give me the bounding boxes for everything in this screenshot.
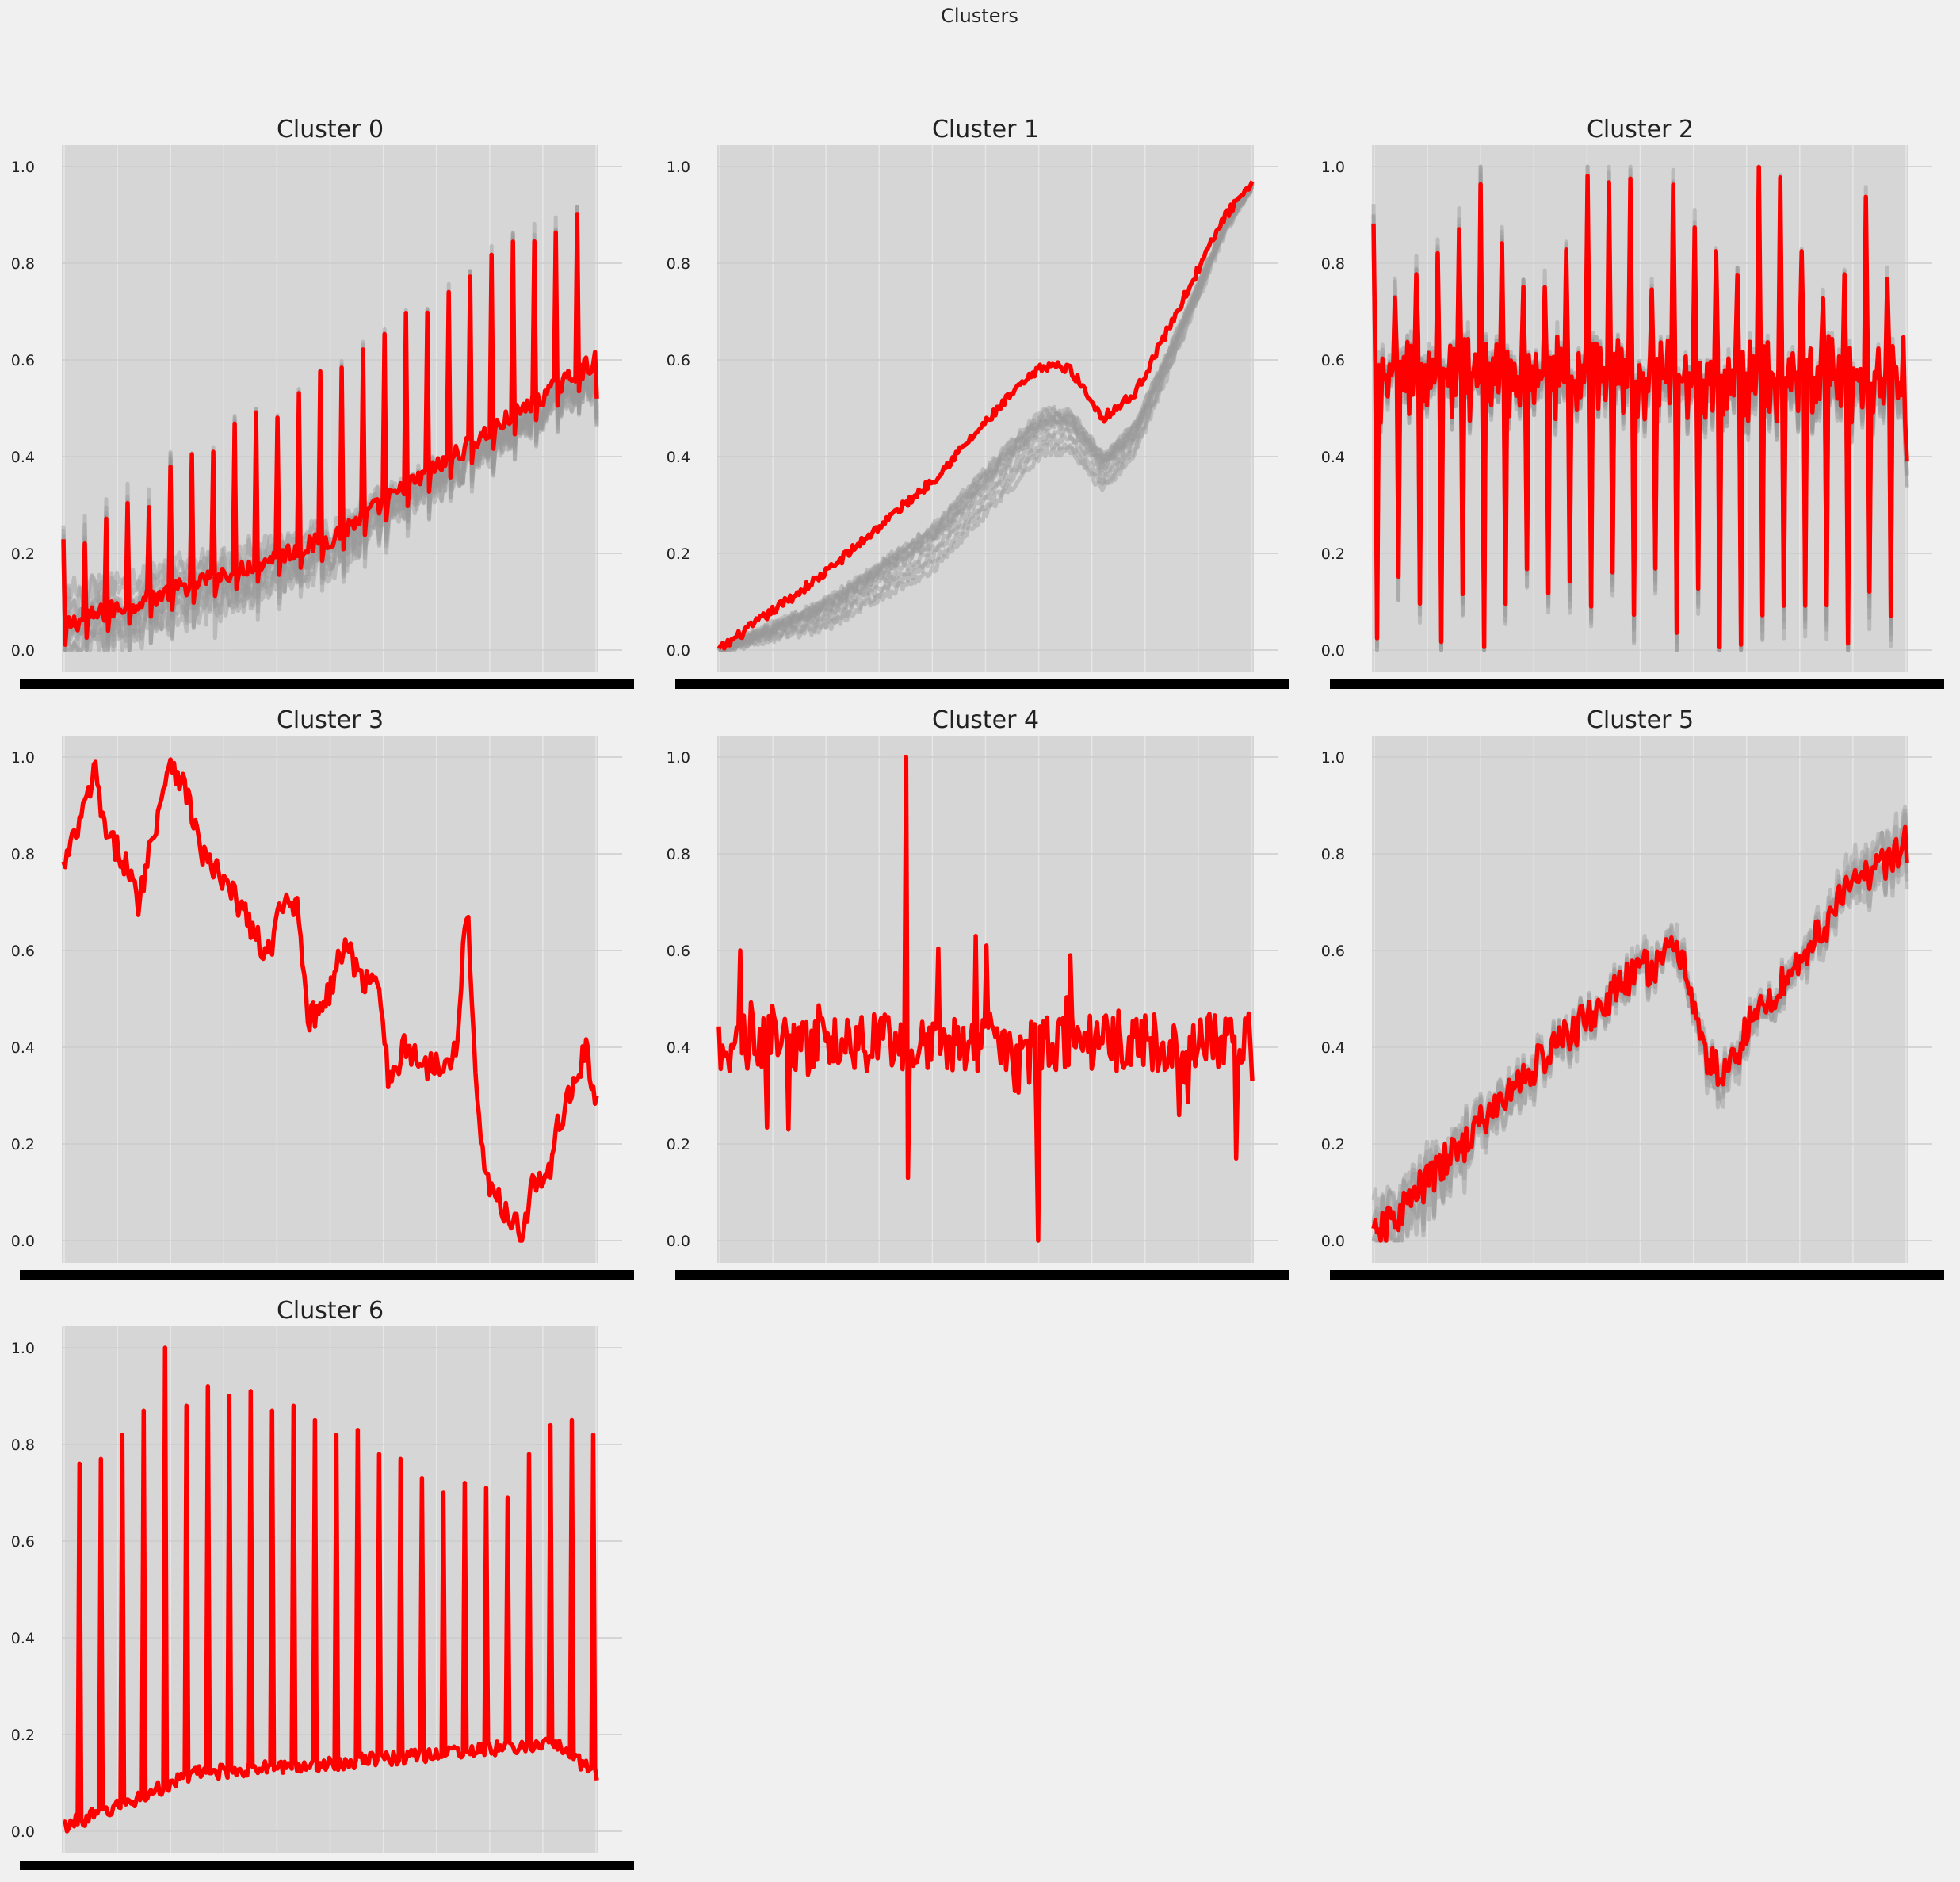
cluster-panel: 0.0 0.2 0.4 0.6 0.8 1.0 Cluster 3	[11, 706, 634, 1280]
panel-title: Cluster 6	[277, 1297, 384, 1325]
panel-title: Cluster 3	[277, 706, 384, 734]
y-tick-label: 0.6	[1321, 352, 1345, 369]
y-tick-label: 0.6	[11, 352, 35, 369]
y-tick-label: 0.4	[11, 1039, 35, 1057]
centroid-series-line	[63, 1345, 599, 1834]
member-series-line	[716, 185, 1254, 652]
y-tick-label: 0.2	[667, 1136, 690, 1153]
y-tick-label: 1.0	[1321, 749, 1345, 767]
member-series-line	[718, 182, 1255, 652]
y-tick-label: 0.2	[667, 545, 690, 563]
y-tick-label: 0.8	[11, 255, 35, 273]
centroid-series-line	[716, 180, 1255, 651]
member-series-line	[717, 181, 1255, 652]
y-tick-label: 0.0	[1321, 1233, 1345, 1250]
cluster-panel: 0.0 0.2 0.4 0.6 0.8 1.0 Cluster 4	[667, 706, 1289, 1280]
y-tick-label: 0.4	[11, 449, 35, 466]
y-tick-label: 0.8	[1321, 846, 1345, 863]
member-series-line	[61, 204, 599, 652]
cluster-panel: 0.0 0.2 0.4 0.6 0.8 1.0 Cluster 1	[667, 116, 1289, 689]
y-tick-label: 0.6	[1321, 943, 1345, 960]
y-tick-label: 1.0	[11, 159, 35, 176]
member-series-line	[716, 185, 1253, 652]
y-tick-label: 0.8	[667, 846, 690, 863]
y-tick-label: 0.8	[11, 1436, 35, 1454]
y-tick-label: 0.8	[667, 255, 690, 273]
x-tick-labels	[1330, 679, 1944, 689]
cluster-panel: 0.0 0.2 0.4 0.6 0.8 1.0 Cluster 0	[11, 116, 634, 689]
y-tick-label: 1.0	[1321, 159, 1345, 176]
y-tick-label: 0.2	[1321, 545, 1345, 563]
y-tick-label: 0.0	[11, 642, 35, 660]
panel-title: Cluster 1	[932, 116, 1039, 143]
x-tick-labels	[20, 679, 634, 689]
y-tick-label: 1.0	[667, 159, 690, 176]
member-series-line	[718, 183, 1255, 652]
centroid-series-line	[716, 755, 1255, 1243]
member-series-line	[717, 182, 1255, 652]
y-tick-label: 0.0	[11, 1233, 35, 1250]
centroid-series-line	[1371, 165, 1909, 650]
y-tick-label: 1.0	[11, 1340, 35, 1357]
y-tick-label: 0.0	[11, 1823, 35, 1841]
centroid-series-line	[61, 212, 599, 647]
member-series-line	[717, 182, 1255, 652]
cluster-panel: 0.0 0.2 0.4 0.6 0.8 1.0 Cluster 6	[11, 1297, 634, 1870]
member-series-line	[61, 205, 599, 652]
member-series-line	[716, 182, 1255, 652]
cluster-panel: 0.0 0.2 0.4 0.6 0.8 1.0 Cluster 5	[1321, 706, 1944, 1280]
panel-title: Cluster 4	[932, 706, 1039, 734]
member-series-line	[716, 183, 1255, 652]
y-tick-label: 0.4	[667, 1039, 690, 1057]
figure-suptitle: Clusters	[941, 5, 1018, 27]
x-tick-labels	[675, 679, 1289, 689]
y-tick-label: 0.0	[1321, 642, 1345, 660]
y-tick-label: 0.6	[11, 1533, 35, 1551]
member-series-line	[718, 184, 1254, 652]
y-tick-label: 0.8	[1321, 255, 1345, 273]
y-tick-label: 0.2	[11, 545, 35, 563]
cluster-panel: 0.0 0.2 0.4 0.6 0.8 1.0 Cluster 2	[1321, 116, 1944, 689]
x-tick-labels	[20, 1270, 634, 1280]
y-tick-label: 0.4	[11, 1630, 35, 1647]
y-tick-label: 0.8	[11, 846, 35, 863]
y-tick-label: 0.0	[667, 642, 690, 660]
panel-title: Cluster 0	[277, 116, 384, 143]
centroid-series-line	[1371, 824, 1909, 1243]
y-tick-label: 0.2	[1321, 1136, 1345, 1153]
y-tick-label: 0.6	[667, 352, 690, 369]
y-tick-label: 0.4	[667, 449, 690, 466]
panel-title: Cluster 2	[1587, 116, 1694, 143]
y-tick-label: 1.0	[667, 749, 690, 767]
member-series-line	[717, 184, 1255, 652]
x-tick-labels	[675, 1270, 1289, 1280]
y-tick-label: 0.4	[1321, 1039, 1345, 1057]
panel-title: Cluster 5	[1587, 706, 1694, 734]
x-tick-labels	[20, 1861, 634, 1870]
member-series-line	[718, 184, 1255, 652]
y-tick-label: 0.6	[11, 943, 35, 960]
y-tick-label: 0.4	[1321, 449, 1345, 466]
y-tick-label: 0.6	[667, 943, 690, 960]
y-tick-label: 1.0	[11, 749, 35, 767]
y-tick-label: 0.2	[11, 1136, 35, 1153]
y-tick-label: 0.2	[11, 1727, 35, 1744]
y-tick-label: 0.0	[667, 1233, 690, 1250]
centroid-series-line	[61, 757, 599, 1243]
x-tick-labels	[1330, 1270, 1944, 1280]
